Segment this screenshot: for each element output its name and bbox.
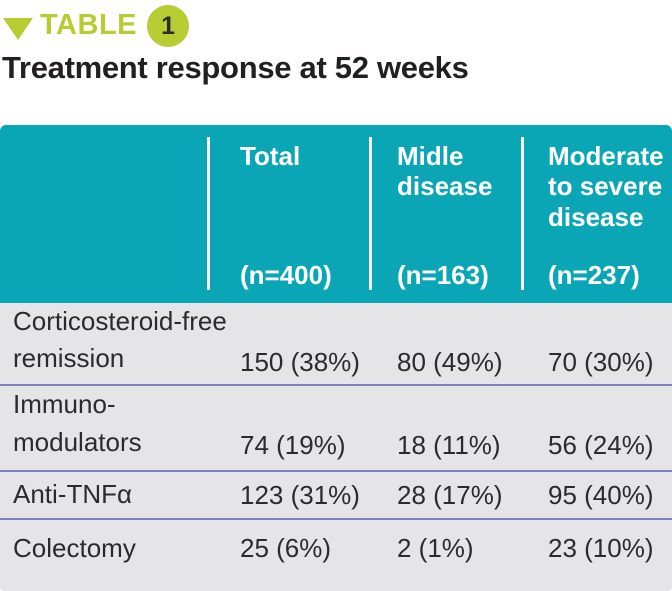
cell-total: 150 (38%) bbox=[240, 346, 360, 377]
header-cell-empty bbox=[0, 125, 207, 303]
cell-moderate-severe: 56 (24%) bbox=[548, 430, 654, 460]
table-kicker: TABLE 1 bbox=[3, 3, 190, 47]
cell-moderate-severe: 23 (10%) bbox=[548, 533, 654, 563]
triangle-down-icon bbox=[3, 18, 33, 40]
cell-midle-disease: 28 (17%) bbox=[397, 479, 503, 510]
column-title: Moderate to severe disease bbox=[548, 141, 664, 232]
table-row-anti-tnf-alpha: Anti-TNFα 123 (31%) 28 (17%) 95 (40%) bbox=[0, 470, 672, 518]
table-kicker-label: TABLE bbox=[40, 8, 138, 41]
table-row-corticosteroid-free-remission: Corticosteroid-free remission 150 (38%) … bbox=[0, 303, 672, 384]
header-cell-midle-disease: Midle disease (n=163) bbox=[369, 125, 521, 303]
cell-moderate-severe: 70 (30%) bbox=[548, 346, 654, 377]
cell-moderate-severe: 95 (40%) bbox=[548, 479, 654, 510]
table-body: Corticosteroid-free remission 150 (38%) … bbox=[0, 303, 672, 591]
table-row-immunomodulators: Immuno- modulators 74 (19%) 18 (11%) 56 … bbox=[0, 384, 672, 470]
header-cell-total: Total (n=400) bbox=[207, 125, 369, 303]
cell-midle-disease: 18 (11%) bbox=[397, 430, 501, 460]
row-label: Corticosteroid-free remission bbox=[13, 306, 227, 374]
cell-midle-disease: 2 (1%) bbox=[397, 533, 474, 563]
column-title: Midle disease bbox=[397, 141, 493, 202]
table-number: 1 bbox=[161, 11, 175, 40]
row-label: Immuno- modulators bbox=[13, 389, 142, 457]
column-sample-size: (n=237) bbox=[548, 259, 640, 290]
cell-midle-disease: 80 (49%) bbox=[397, 346, 503, 377]
header-cell-moderate-severe: Moderate to severe disease (n=237) bbox=[521, 125, 672, 303]
data-table: Total (n=400) Midle disease (n=163) Mode… bbox=[0, 125, 672, 591]
cell-total: 74 (19%) bbox=[240, 430, 346, 460]
column-sample-size: (n=163) bbox=[397, 259, 489, 290]
column-sample-size: (n=400) bbox=[240, 259, 332, 290]
cell-total: 25 (6%) bbox=[240, 533, 332, 563]
table-row-colectomy: Colectomy 25 (6%) 2 (1%) 23 (10%) bbox=[0, 518, 672, 591]
table-header-row: Total (n=400) Midle disease (n=163) Mode… bbox=[0, 125, 672, 303]
table-title: Treatment response at 52 weeks bbox=[2, 50, 469, 85]
cell-total: 123 (31%) bbox=[240, 479, 360, 510]
row-label: Colectomy bbox=[13, 532, 136, 563]
table-number-badge: 1 bbox=[147, 5, 190, 47]
column-title: Total bbox=[240, 141, 301, 171]
row-label: Anti-TNFα bbox=[13, 479, 133, 510]
